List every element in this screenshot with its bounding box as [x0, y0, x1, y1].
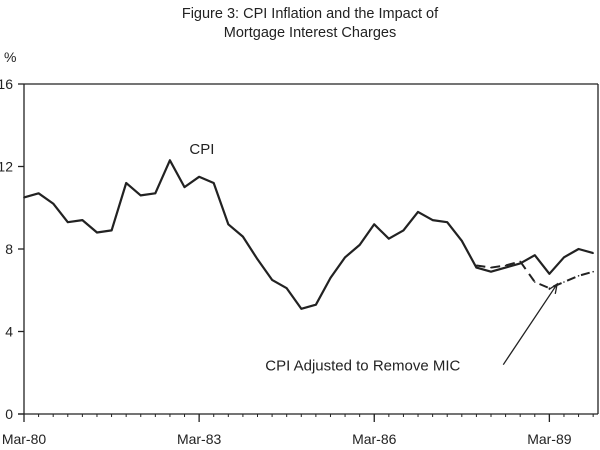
x-tick-label: Mar-86 — [352, 431, 397, 447]
x-tick-label: Mar-83 — [177, 431, 222, 447]
data-point-cpi — [315, 303, 317, 306]
data-point-cpi — [533, 254, 536, 256]
series-layer — [23, 159, 594, 310]
data-point-cpi — [183, 186, 186, 188]
data-point-cpi — [81, 219, 84, 221]
data-point-cpi — [139, 194, 142, 197]
data-point-cpi — [373, 223, 376, 226]
annotation-adjusted-label: CPI Adjusted to Remove MIC — [265, 358, 460, 375]
data-point-cpi-adjusted — [577, 275, 580, 277]
data-point-cpi — [242, 235, 244, 238]
data-point-cpi-adjusted — [563, 281, 565, 283]
data-point-cpi — [96, 231, 98, 234]
data-point-cpi — [285, 287, 288, 289]
data-point-cpi — [23, 196, 25, 199]
data-point-cpi — [417, 211, 419, 213]
data-point-cpi — [329, 277, 332, 279]
annotation-cpi-label: CPI — [189, 141, 214, 158]
data-point-cpi — [577, 248, 580, 250]
data-point-cpi — [592, 252, 594, 254]
data-point-cpi — [475, 266, 478, 269]
data-point-cpi — [344, 256, 346, 259]
data-point-cpi — [402, 229, 405, 232]
y-axis-unit-label: % — [4, 49, 16, 65]
data-point-cpi — [446, 221, 449, 223]
data-point-cpi — [431, 219, 434, 221]
data-point-cpi — [66, 221, 69, 223]
data-point-cpi-adjusted — [592, 270, 594, 273]
data-point-cpi — [504, 266, 507, 269]
data-point-cpi — [490, 270, 492, 273]
series-line-cpi — [23, 159, 594, 310]
data-point-cpi — [461, 239, 463, 242]
data-point-cpi — [227, 223, 230, 226]
series-line-cpi-adjusted — [476, 260, 594, 290]
data-point-cpi-adjusted — [533, 281, 536, 283]
y-tick-label: 16 — [0, 76, 13, 92]
x-tick-label: Mar-89 — [527, 431, 572, 447]
data-point-cpi — [198, 176, 200, 178]
data-point-cpi-adjusted — [490, 266, 492, 269]
annotation-arrow-line — [502, 283, 558, 366]
y-tick-label: 12 — [0, 159, 13, 175]
data-point-cpi — [154, 192, 157, 195]
data-point-cpi — [256, 258, 259, 261]
y-tick-label: 4 — [5, 324, 13, 340]
data-point-cpi — [110, 229, 113, 232]
annotation-layer: CPI CPI Adjusted to Remove MIC — [189, 141, 559, 375]
data-point-cpi — [388, 237, 390, 240]
x-tick-label: Mar-80 — [2, 431, 47, 447]
y-tick-label: 8 — [5, 241, 13, 257]
annotation-arrow-head — [548, 282, 559, 295]
data-point-cpi — [212, 182, 215, 184]
data-point-cpi — [300, 308, 303, 310]
data-point-cpi — [52, 202, 54, 205]
data-point-cpi-adjusted — [504, 264, 507, 267]
y-tick-label: 0 — [5, 406, 13, 422]
data-point-cpi — [563, 256, 565, 259]
data-point-cpi — [358, 244, 361, 246]
data-point-cpi — [125, 182, 127, 184]
chart-subtitle: Mortgage Interest Charges — [224, 25, 396, 41]
chart-title: Figure 3: CPI Inflation and the Impact o… — [182, 6, 439, 22]
data-point-cpi — [169, 159, 171, 162]
axes: 0 4 8 12 16 Mar-80 Mar-83 Mar-86 Mar-89 — [0, 76, 599, 447]
data-point-cpi-adjusted — [475, 264, 478, 267]
data-point-cpi — [548, 272, 551, 275]
data-point-cpi — [271, 279, 273, 281]
data-point-cpi-adjusted — [519, 260, 521, 263]
data-point-cpi — [37, 192, 40, 195]
